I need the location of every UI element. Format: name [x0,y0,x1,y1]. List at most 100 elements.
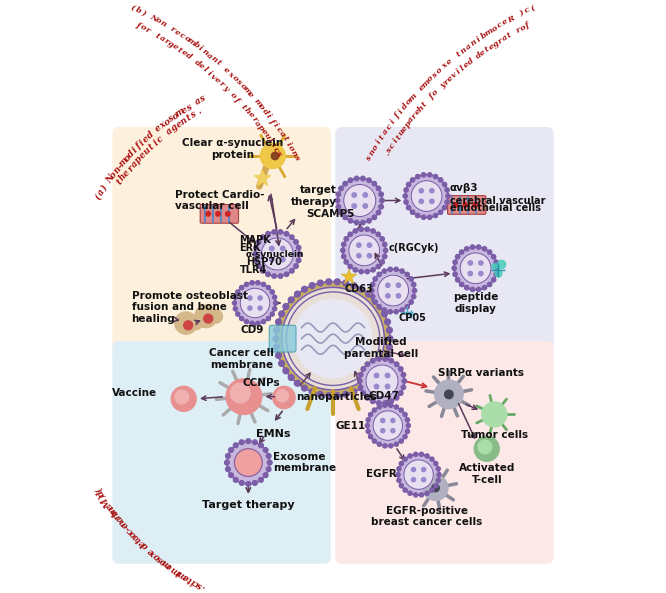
Text: i: i [206,69,213,77]
Text: r: r [126,164,136,173]
Text: Protect Cardio-
vascular cell: Protect Cardio- vascular cell [174,190,264,211]
Circle shape [365,362,370,366]
Text: n: n [469,38,478,47]
Circle shape [258,296,262,300]
Text: o: o [256,103,266,112]
Circle shape [442,206,447,210]
Circle shape [290,235,294,240]
Circle shape [338,178,382,223]
Circle shape [456,278,460,282]
Circle shape [276,282,390,396]
Circle shape [386,283,390,288]
Text: a: a [464,42,473,51]
Text: a: a [131,532,141,542]
Text: i: i [389,118,398,125]
Circle shape [456,254,460,259]
Text: o: o [139,23,147,33]
Text: Target therapy: Target therapy [202,500,294,510]
Circle shape [290,269,294,273]
Text: e: e [173,28,182,37]
Circle shape [403,413,407,416]
Text: t: t [378,133,387,141]
Circle shape [343,181,348,186]
Circle shape [302,385,308,391]
Text: TLR4: TLR4 [239,265,266,275]
Text: MAPK: MAPK [239,235,271,245]
Text: d: d [192,58,202,68]
Text: e: e [154,123,164,134]
Circle shape [382,254,387,259]
Text: e: e [444,58,454,67]
Circle shape [463,203,468,207]
Circle shape [410,178,415,182]
Text: Activated
T-cell: Activated T-cell [459,464,515,485]
Text: u: u [397,128,407,138]
Text: e: e [145,546,156,556]
Circle shape [383,403,387,407]
Text: s: s [234,78,243,87]
Text: g: g [166,39,175,49]
Circle shape [372,375,378,380]
Text: y: y [220,83,230,92]
Text: e: e [246,90,255,99]
Text: o: o [171,110,180,121]
Circle shape [354,221,359,225]
Circle shape [209,310,222,323]
Circle shape [294,291,300,297]
Circle shape [254,258,258,263]
Text: o: o [158,556,168,566]
Circle shape [372,408,376,412]
Text: -: - [116,162,125,171]
Circle shape [256,240,261,244]
Circle shape [273,336,279,342]
Text: f: f [393,113,402,120]
Circle shape [250,321,254,326]
Text: e: e [105,501,115,511]
Text: c: c [523,6,531,15]
Circle shape [226,454,230,458]
Text: a: a [165,126,174,137]
Text: n: n [289,149,299,158]
Circle shape [412,295,416,299]
Text: o: o [404,97,414,107]
Text: o: o [182,34,191,43]
Circle shape [404,188,408,192]
Text: f: f [232,95,240,103]
Circle shape [270,312,274,316]
Circle shape [478,440,492,454]
Text: n: n [179,116,189,126]
Circle shape [278,361,284,366]
Circle shape [372,297,378,303]
Circle shape [240,288,270,318]
Text: EMNs: EMNs [256,429,290,439]
Circle shape [386,327,392,333]
Circle shape [349,235,380,266]
Circle shape [365,423,370,428]
Circle shape [244,320,248,324]
Circle shape [430,457,434,461]
Circle shape [358,379,362,383]
Text: GE11: GE11 [336,420,366,431]
Circle shape [422,173,426,177]
Text: e: e [122,168,132,178]
Text: d: d [466,57,476,66]
Circle shape [284,272,289,276]
Text: b: b [480,31,489,40]
Text: t: t [484,45,492,54]
Text: t: t [176,46,184,55]
Text: v: v [450,71,459,79]
Text: .: . [383,151,392,158]
Circle shape [273,387,295,409]
Circle shape [402,379,406,383]
Circle shape [391,429,395,433]
Text: g: g [169,123,179,133]
Text: ): ) [98,492,108,500]
Circle shape [233,295,237,299]
Text: c: c [178,31,186,40]
Circle shape [434,484,438,487]
Text: e: e [138,150,148,160]
Circle shape [436,467,440,471]
Text: r: r [410,112,419,120]
Circle shape [386,294,390,298]
Circle shape [254,246,258,250]
